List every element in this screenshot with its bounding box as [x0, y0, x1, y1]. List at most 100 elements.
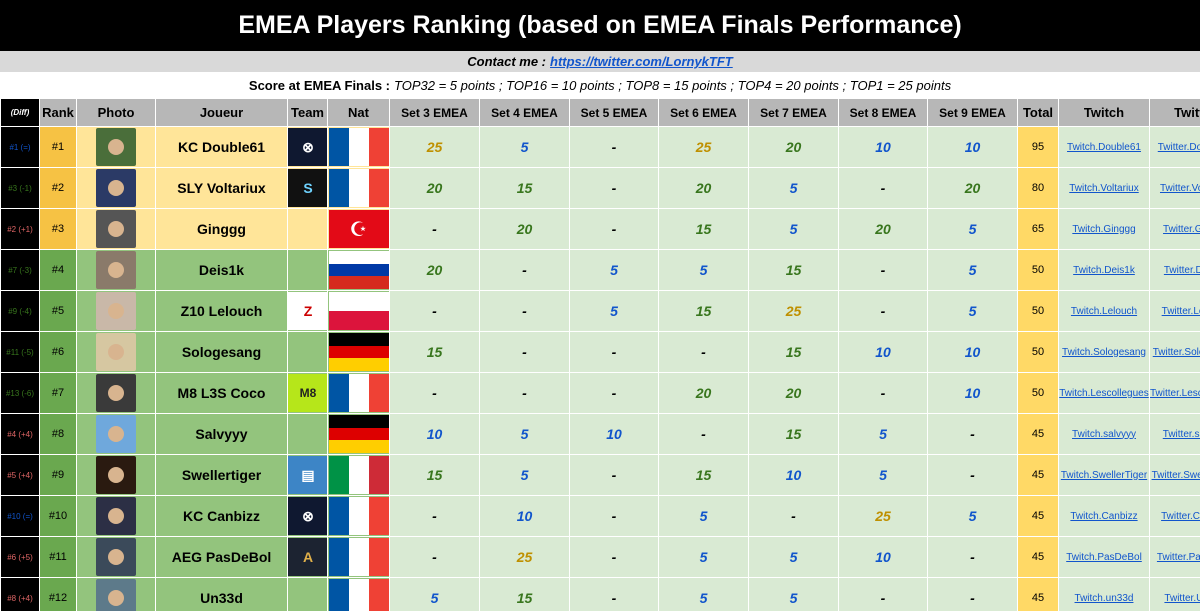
- player-name: Z10 Lelouch: [155, 290, 288, 332]
- set-score: 10: [389, 413, 480, 455]
- twitter-link[interactable]: Twitter.Double61: [1157, 141, 1200, 153]
- nationality-flag: [327, 331, 390, 373]
- set-score: 5: [927, 495, 1018, 537]
- set-score: 5: [748, 577, 839, 611]
- twitch-link[interactable]: Twitch.Sologesang: [1062, 346, 1146, 358]
- twitter-link[interactable]: Twitter.Ginggg: [1163, 223, 1200, 235]
- set-score: -: [569, 536, 659, 578]
- set-score: -: [927, 413, 1018, 455]
- twitter-link[interactable]: Twitter.salvyyy: [1162, 428, 1200, 440]
- set-score: -: [838, 372, 928, 414]
- total-score: 80: [1017, 167, 1059, 209]
- team-cell: ⊗: [287, 495, 328, 537]
- set-score: 15: [658, 208, 749, 250]
- team-logo-blue: ▤: [288, 456, 327, 494]
- twitch-link[interactable]: Twitch.Canbizz: [1070, 510, 1138, 522]
- set-score: 20: [748, 372, 839, 414]
- set-score: 25: [658, 126, 749, 168]
- total-score: 95: [1017, 126, 1059, 168]
- twitch-cell: Twitch.PasDeBol: [1058, 536, 1150, 578]
- set-score: 5: [389, 577, 480, 611]
- twitter-cell: Twitter.Ginggg: [1149, 208, 1200, 250]
- twitch-link[interactable]: Twitch.Voltariux: [1069, 182, 1139, 194]
- twitter-link[interactable]: Twitter.Canbizz: [1161, 510, 1200, 522]
- avatar: [96, 415, 136, 453]
- rank-cell: #4: [39, 249, 77, 291]
- twitter-link[interactable]: Twitter.Lelouch: [1161, 305, 1200, 317]
- set-score: 10: [479, 495, 570, 537]
- rank-diff: #6 (+5): [0, 536, 40, 578]
- team-cell: ▤: [287, 454, 328, 496]
- table-row: #3 (-1) #2 SLY Voltariux S 20 15-20 5-20 80 Twit…: [0, 167, 1200, 209]
- total-score: 45: [1017, 413, 1059, 455]
- france-flag-icon: [328, 579, 389, 611]
- twitter-link[interactable]: Twitter.PasDeBol: [1156, 551, 1200, 563]
- set-score: 20: [389, 249, 480, 291]
- avatar: [96, 169, 136, 207]
- header-row: (Diff) Rank Photo Joueur Team Nat Set 3 …: [0, 98, 1200, 127]
- twitch-link[interactable]: Twitch.Lelouch: [1070, 305, 1138, 317]
- germany-flag-icon: [328, 415, 389, 454]
- set-score: 15: [748, 331, 839, 373]
- total-score: 50: [1017, 372, 1059, 414]
- germany-flag-icon: [328, 333, 389, 372]
- set-score: 10: [748, 454, 839, 496]
- avatar: [96, 333, 136, 371]
- twitter-link[interactable]: Twitter.Sologesang: [1152, 346, 1200, 358]
- ranking-table: (Diff) Rank Photo Joueur Team Nat Set 3 …: [0, 98, 1200, 611]
- set-score: 5: [838, 413, 928, 455]
- twitch-link[interactable]: Twitch.PasDeBol: [1066, 551, 1142, 563]
- nationality-flag: [327, 536, 390, 578]
- twitter-link[interactable]: Twitter.SwellerTiger: [1151, 469, 1200, 481]
- set-score: 5: [838, 454, 928, 496]
- set-score: 5: [658, 249, 749, 291]
- twitch-link[interactable]: Twitch.Deis1k: [1073, 264, 1135, 276]
- twitch-link[interactable]: Twitch.un33d: [1074, 592, 1134, 604]
- team-cell: S: [287, 167, 328, 209]
- twitter-link[interactable]: Twitter.Un33d: [1164, 592, 1200, 604]
- twitter-link[interactable]: Twitter.Lescollegues: [1150, 387, 1200, 399]
- twitch-link[interactable]: Twitch.SwellerTiger: [1060, 469, 1148, 481]
- twitter-link[interactable]: Twitter.Voltariux: [1159, 182, 1200, 194]
- team-cell: A: [287, 536, 328, 578]
- player-photo: [76, 577, 156, 611]
- rank-cell: #11: [39, 536, 77, 578]
- player-name: KC Double61: [155, 126, 288, 168]
- team-cell: [287, 331, 328, 373]
- twitter-cell: Twitter.salvyyy: [1149, 413, 1200, 455]
- contact-link[interactable]: https://twitter.com/LornykTFT: [550, 54, 733, 69]
- player-photo: [76, 495, 156, 537]
- avatar: [96, 251, 136, 289]
- team-cell: ⊗: [287, 126, 328, 168]
- m8-logo: M8: [288, 374, 327, 412]
- rank-diff: #9 (-4): [0, 290, 40, 332]
- header-set: Set 8 EMEA: [838, 98, 928, 127]
- player-name: Deis1k: [155, 249, 288, 291]
- karmine-corp-logo: ⊗: [288, 128, 327, 166]
- twitter-link[interactable]: Twitter.Deis1k: [1163, 264, 1200, 276]
- player-photo: [76, 413, 156, 455]
- header-set: Set 3 EMEA: [389, 98, 480, 127]
- twitch-cell: Twitch.Deis1k: [1058, 249, 1150, 291]
- twitch-link[interactable]: Twitch.Lescollegues: [1059, 387, 1149, 399]
- twitch-link[interactable]: Twitch.salvyyy: [1072, 428, 1136, 440]
- table-row: #8 (+4) #12 Un33d 5 15-5 5- -45 Twitch.un33d Twi…: [0, 577, 1200, 611]
- set-score: -: [838, 577, 928, 611]
- rank-cell: #10: [39, 495, 77, 537]
- avatar: [96, 292, 136, 330]
- set-score: -: [569, 331, 659, 373]
- set-score: 5: [927, 249, 1018, 291]
- avatar: [96, 579, 136, 611]
- player-photo: [76, 454, 156, 496]
- page-title: EMEA Players Ranking (based on EMEA Fina…: [0, 0, 1200, 51]
- twitch-link[interactable]: Twitch.Ginggg: [1072, 223, 1136, 235]
- set-score: -: [927, 454, 1018, 496]
- set-score: 5: [748, 536, 839, 578]
- header-nat: Nat: [327, 98, 390, 127]
- set-score: 5: [479, 413, 570, 455]
- twitch-link[interactable]: Twitch.Double61: [1067, 141, 1141, 153]
- player-name: AEG PasDeBol: [155, 536, 288, 578]
- russia-flag-icon: [328, 251, 389, 290]
- france-flag-icon: [328, 374, 389, 412]
- nationality-flag: [327, 577, 390, 611]
